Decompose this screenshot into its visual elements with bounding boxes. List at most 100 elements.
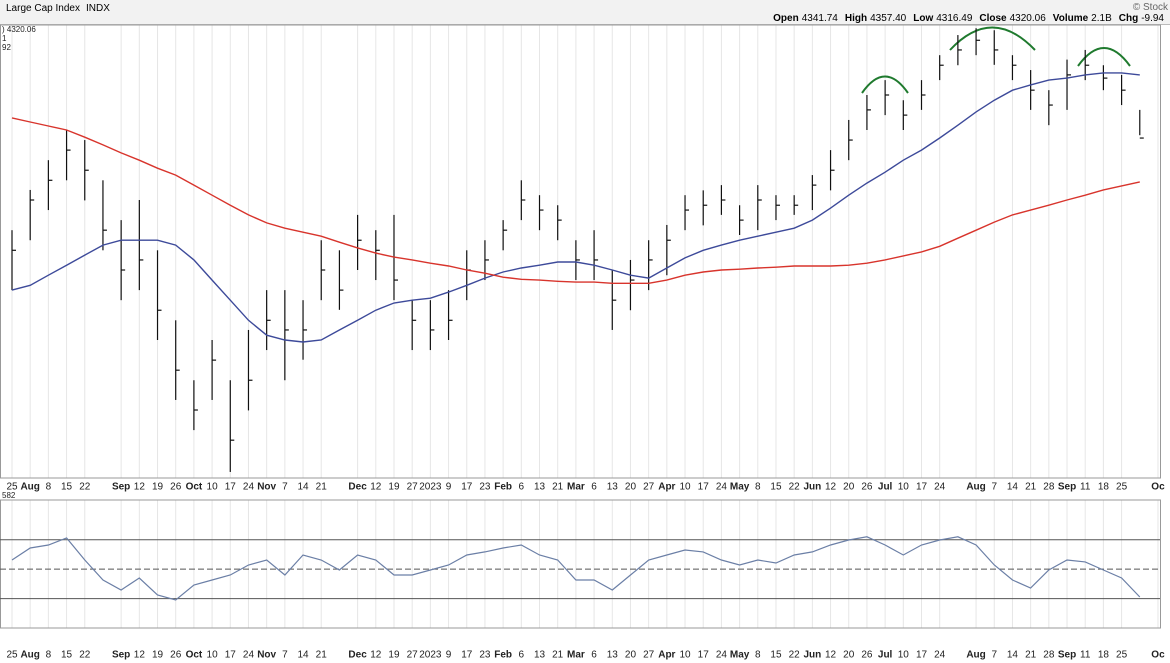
symbol: INDX [86, 3, 110, 14]
x-tick-label: Sep [112, 650, 130, 661]
x-tick-label: 26 [170, 650, 182, 661]
x-tick-label: 20 [625, 650, 637, 661]
x-tick-label: 27 [407, 650, 419, 661]
x-tick-label: 6 [519, 650, 525, 661]
x-tick-label: 21 [552, 482, 564, 493]
quote-value: 4357.40 [870, 13, 907, 24]
x-tick-label: 14 [297, 650, 309, 661]
x-tick-label: 10 [679, 650, 691, 661]
x-tick-label: Apr [658, 482, 675, 493]
title: Large Cap Index [6, 3, 80, 14]
x-tick-label: 8 [46, 650, 52, 661]
x-tick-label: 7 [282, 650, 288, 661]
x-tick-label: Sep [1058, 482, 1076, 493]
x-tick-label: 28 [1043, 482, 1055, 493]
source: © Stock [1132, 2, 1168, 13]
x-tick-label: 18 [1098, 650, 1110, 661]
legend-entry: 92 [2, 43, 11, 52]
legend-entry: 1 [2, 34, 7, 43]
x-tick-label: 19 [152, 482, 164, 493]
x-tick-label: 15 [61, 650, 73, 661]
x-tick-label: 13 [534, 482, 546, 493]
x-tick-label: 24 [934, 650, 946, 661]
x-tick-label: Feb [494, 482, 512, 493]
moving-average [11, 72, 1140, 343]
x-tick-label: 14 [1007, 650, 1019, 661]
x-tick-label: Aug [966, 482, 985, 493]
x-tick-label: 22 [79, 482, 91, 493]
x-tick-label: 8 [755, 650, 761, 661]
x-tick-label: 8 [46, 482, 52, 493]
x-tick-label: 17 [916, 650, 928, 661]
x-tick-label: Aug [966, 650, 985, 661]
quote-value: 4320.06 [1009, 13, 1046, 24]
x-tick-label: 17 [225, 482, 237, 493]
x-tick-label: Oc [1151, 482, 1165, 493]
x-tick-label: 20 [625, 482, 637, 493]
x-tick-label: 23 [479, 482, 491, 493]
x-tick-label: 13 [534, 650, 546, 661]
x-tick-label: 10 [898, 482, 910, 493]
x-tick-label: 15 [61, 482, 73, 493]
x-tick-label: 11 [1080, 650, 1091, 661]
panel-frame [0, 499, 1161, 629]
x-tick-label: 7 [991, 650, 997, 661]
legend-entry: ) 4320.06 [2, 25, 36, 34]
x-tick-label: 14 [297, 482, 309, 493]
x-tick-label: 12 [370, 482, 382, 493]
x-tick-label: 26 [170, 482, 182, 493]
moving-average [11, 117, 1140, 284]
x-tick-label: May [730, 650, 750, 661]
x-tick-label: 13 [607, 650, 619, 661]
x-tick-label: 7 [282, 482, 288, 493]
x-tick-label: 27 [407, 482, 419, 493]
x-tick-label: 17 [698, 482, 710, 493]
x-tick-label: Apr [658, 650, 675, 661]
x-tick-label: 15 [770, 482, 782, 493]
x-tick-label: 10 [898, 650, 910, 661]
quote-value: 2.1B [1091, 13, 1112, 24]
x-tick-label: 19 [388, 650, 400, 661]
x-tick-label: 26 [861, 482, 873, 493]
x-tick-label: Jul [878, 650, 893, 661]
x-tick-label: 24 [934, 482, 946, 493]
x-tick-label: 24 [243, 650, 255, 661]
quote-label: Low [913, 13, 934, 24]
x-tick-label: 10 [207, 650, 219, 661]
x-tick-label: 19 [388, 482, 400, 493]
x-tick-label: 25 [1116, 482, 1128, 493]
x-tick-label: 24 [716, 650, 728, 661]
x-tick-label: 22 [79, 650, 91, 661]
x-tick-label: 2023 [419, 650, 442, 661]
x-tick-label: 14 [1007, 482, 1019, 493]
x-tick-label: Nov [257, 650, 276, 661]
x-tick-label: 12 [825, 650, 837, 661]
x-tick-label: Aug [20, 482, 39, 493]
x-tick-label: 12 [134, 650, 146, 661]
x-tick-label: 11 [1080, 482, 1091, 493]
x-tick-label: 17 [698, 650, 710, 661]
x-tick-label: 17 [225, 650, 237, 661]
x-tick-label: Dec [348, 650, 367, 661]
x-tick-label: 12 [370, 650, 382, 661]
quote-value: -9.94 [1141, 13, 1164, 24]
x-tick-label: 21 [1025, 482, 1037, 493]
legend-entry: 582 [2, 491, 16, 500]
x-tick-label: 26 [861, 650, 873, 661]
x-tick-label: 17 [916, 482, 928, 493]
x-tick-label: 20 [843, 650, 855, 661]
x-tick-label: Mar [567, 482, 585, 493]
x-tick-label: Sep [112, 482, 130, 493]
x-tick-label: Jun [803, 650, 821, 661]
x-tick-label: Sep [1058, 650, 1076, 661]
x-tick-label: 9 [446, 650, 452, 661]
rsi-line [11, 536, 1141, 601]
x-tick-label: Nov [257, 482, 276, 493]
x-tick-label: 21 [1025, 650, 1037, 661]
x-tick-label: 6 [519, 482, 525, 493]
x-tick-label: May [730, 482, 750, 493]
x-tick-label: 18 [1098, 482, 1110, 493]
x-tick-label: 2023 [419, 482, 442, 493]
